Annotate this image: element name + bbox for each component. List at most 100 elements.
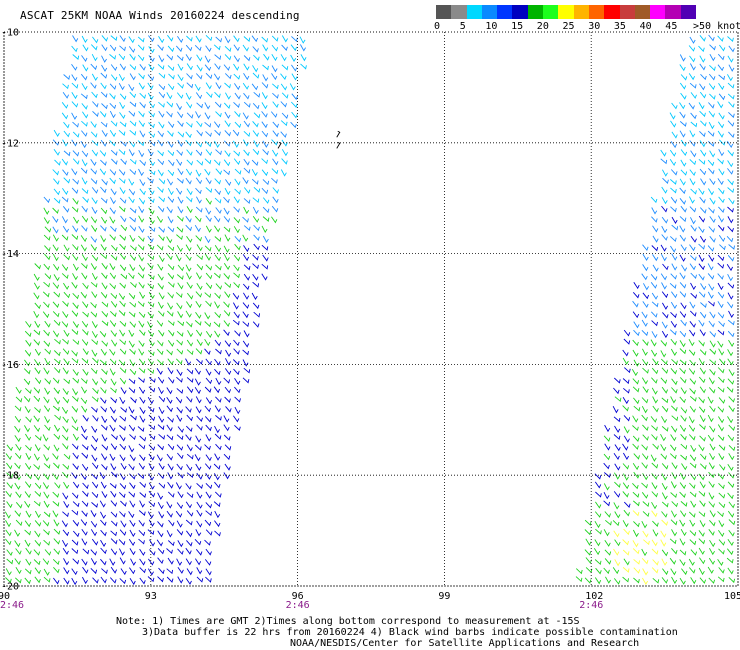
wind-barb — [642, 501, 650, 508]
wind-barb — [272, 149, 279, 157]
wind-barb — [72, 452, 79, 460]
wind-barb — [167, 272, 175, 280]
wind-barb — [700, 120, 707, 127]
wind-barb — [166, 92, 173, 100]
wind-barb — [233, 348, 240, 355]
wind-barb — [120, 568, 127, 576]
wind-barb — [223, 273, 230, 280]
wind-barb — [204, 168, 211, 176]
wind-barb — [72, 302, 79, 310]
wind-barb — [214, 330, 221, 338]
wind-barb — [205, 72, 213, 80]
wind-barb — [24, 330, 32, 338]
wind-barb — [14, 510, 21, 517]
wind-barb — [91, 197, 98, 205]
wind-barb — [110, 64, 118, 71]
wind-barb — [52, 491, 60, 498]
wind-barb — [262, 74, 269, 82]
wind-barb — [34, 520, 42, 527]
wind-barb — [680, 472, 686, 481]
wind-barb — [699, 435, 706, 442]
wind-barb — [709, 64, 716, 72]
wind-barb — [281, 158, 288, 165]
wind-barb — [130, 558, 136, 566]
wind-barb — [633, 500, 640, 507]
wind-barb — [585, 538, 592, 546]
wind-barb — [604, 558, 612, 565]
colorbar-label: 45 — [665, 21, 678, 32]
wind-barb — [72, 131, 80, 138]
wind-barb — [52, 253, 59, 262]
wind-barb — [727, 567, 734, 575]
wind-barb — [44, 320, 51, 328]
wind-barb — [622, 520, 629, 528]
wind-barb — [137, 244, 145, 251]
wind-barb — [204, 112, 211, 120]
wind-barb — [157, 130, 164, 138]
wind-barb — [661, 253, 667, 262]
wind-barb — [679, 311, 687, 319]
wind-barb — [177, 139, 184, 148]
wind-barb — [251, 178, 259, 185]
wind-barb — [71, 45, 78, 53]
wind-barb — [167, 65, 175, 72]
wind-barb — [101, 55, 107, 63]
colorbar-swatch — [481, 5, 498, 19]
wind-barb — [91, 187, 99, 194]
wind-barb — [253, 311, 261, 318]
wind-barb — [642, 301, 649, 309]
wind-barb — [129, 529, 136, 537]
wind-barb — [204, 539, 211, 546]
wind-barb — [272, 83, 279, 90]
wind-barb — [185, 196, 193, 203]
wind-barb — [234, 121, 242, 129]
wind-barb — [71, 139, 78, 147]
wind-barb — [185, 501, 192, 509]
wind-barb — [148, 386, 156, 393]
wind-barb — [195, 329, 203, 337]
wind-barb — [661, 577, 669, 584]
time-label: 2:46 — [0, 600, 24, 610]
wind-barb — [138, 377, 145, 384]
wind-barb — [14, 425, 21, 433]
wind-barb — [642, 244, 649, 251]
wind-barb — [53, 538, 61, 545]
wind-barb — [186, 159, 194, 166]
wind-barb — [71, 168, 78, 176]
wind-barb — [81, 103, 88, 110]
wind-barb — [585, 557, 593, 564]
wind-barb — [699, 63, 706, 71]
map-frame — [3, 31, 739, 587]
wind-barb — [91, 425, 98, 434]
wind-barb — [680, 159, 687, 167]
wind-barb — [53, 350, 61, 357]
wind-barb — [243, 149, 250, 157]
wind-barb — [718, 112, 725, 120]
wind-barb — [232, 140, 239, 148]
wind-barb — [671, 425, 678, 433]
colorbar-swatch — [634, 5, 651, 19]
wind-barb — [214, 425, 220, 434]
wind-barb — [158, 84, 166, 91]
wind-barb — [243, 36, 251, 42]
wind-barb — [223, 196, 230, 204]
wind-barb — [90, 510, 97, 518]
wind-barb — [100, 235, 107, 243]
wind-barb — [233, 282, 240, 289]
wind-barb — [119, 282, 126, 289]
wind-barb — [679, 396, 686, 404]
colorbar-swatch — [497, 5, 513, 19]
wind-barb — [698, 444, 705, 452]
wind-barb — [168, 519, 175, 527]
wind-barb — [120, 500, 127, 507]
wind-barb — [690, 112, 697, 120]
wind-barb — [25, 452, 32, 461]
wind-barb — [652, 396, 659, 404]
wind-barb — [709, 93, 716, 100]
wind-barb — [81, 358, 89, 364]
wind-barb — [53, 387, 60, 395]
wind-barb — [185, 244, 192, 252]
wind-barb — [109, 283, 116, 290]
wind-barb — [698, 291, 706, 298]
wind-barb — [707, 140, 715, 147]
